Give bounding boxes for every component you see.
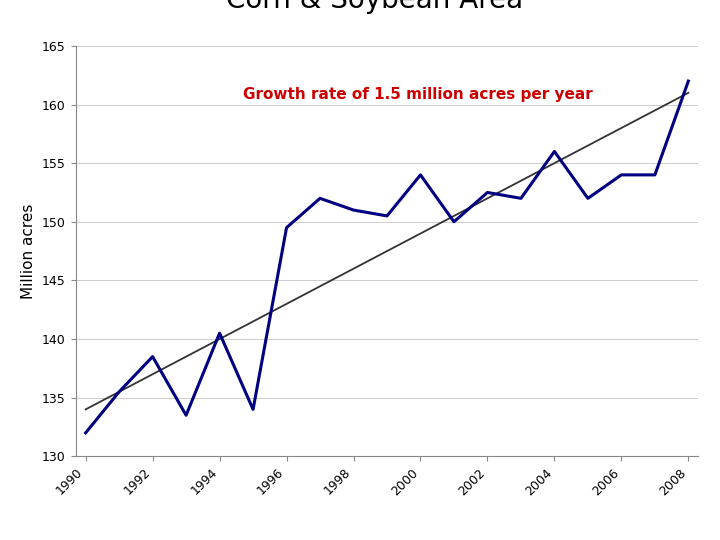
Y-axis label: Million acres: Million acres xyxy=(22,204,37,299)
Text: IOWA STATE UNIVERSITY: IOWA STATE UNIVERSITY xyxy=(13,494,258,511)
Text: Growth rate of 1.5 million acres per year: Growth rate of 1.5 million acres per yea… xyxy=(243,87,593,102)
Text: Department of Economics: Department of Economics xyxy=(16,523,153,532)
Text: Corn & Soybean Area: Corn & Soybean Area xyxy=(226,0,523,14)
